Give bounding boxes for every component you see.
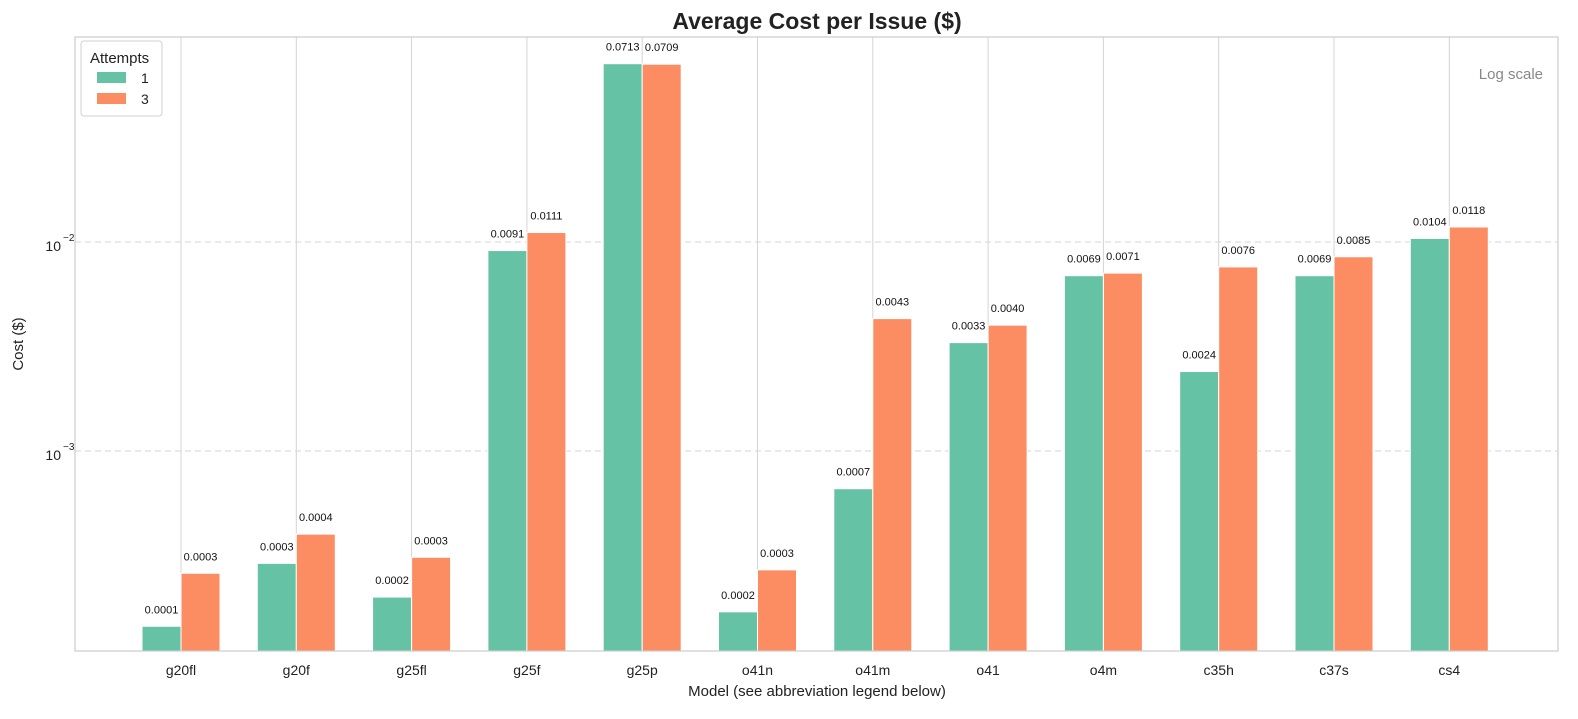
bar-attempts-3-g20fl: [180, 572, 221, 652]
y-axis-label: Cost ($): [10, 317, 27, 370]
bar-value-label: 0.0002: [721, 590, 755, 602]
x-tick-label: c35h: [1204, 662, 1234, 678]
bar-value-label: 0.0104: [1413, 216, 1447, 228]
legend-swatch: [97, 72, 126, 83]
legend-title: Attempts: [90, 50, 149, 67]
plot-frame: [74, 36, 1559, 652]
bar-attempts-3-o4m: [1102, 272, 1143, 652]
bar-value-label: 0.0709: [645, 42, 679, 54]
bar-value-label: 0.0033: [952, 321, 986, 333]
x-axis-ticks: g20fl g20f g25fl g25f g25p o41n o41m o41 o4m c35h…: [166, 662, 1461, 678]
bar-attempts-3-c35h: [1218, 266, 1259, 652]
bar-value-label: 0.0091: [491, 229, 525, 241]
bar-value-label: 0.0071: [1106, 251, 1140, 263]
bar-value-label: 0.0076: [1221, 245, 1255, 257]
bars: [141, 63, 1489, 652]
legend-label: 1: [141, 70, 149, 86]
bar-value-label: 0.0003: [760, 548, 794, 560]
bar-value-label: 0.0040: [991, 303, 1025, 315]
x-tick-label: g25fl: [396, 662, 426, 678]
bar-value-label: 0.0004: [299, 512, 333, 524]
legend: Attempts 13: [80, 40, 163, 117]
bar-attempts-3-o41n: [757, 569, 797, 652]
bar-value-label: 0.0024: [1182, 350, 1216, 362]
bar-attempts-1-c35h: [1179, 371, 1220, 652]
bar-value-label: 0.0002: [375, 575, 409, 587]
bar-value-label: 0.0001: [145, 604, 179, 616]
x-tick-label: g25p: [627, 662, 658, 678]
y-tick-label: 10: [45, 447, 61, 463]
legend-label: 3: [141, 91, 149, 107]
x-tick-label: o41: [976, 662, 1000, 678]
bar-attempts-1-g20fl: [141, 625, 182, 652]
log-scale-note: Log scale: [1479, 66, 1543, 83]
bar-attempts-3-c37s: [1333, 256, 1374, 652]
y-axis-ticks: 10−210−3: [45, 233, 74, 463]
bar-attempts-1-c37s: [1294, 275, 1335, 652]
x-tick-label: o4m: [1090, 662, 1117, 678]
bar-attempts-3-o41m: [872, 318, 913, 652]
y-tick-label: 10: [45, 238, 61, 254]
x-tick-label: o41m: [855, 662, 890, 678]
legend-items: 13: [97, 70, 149, 107]
y-tick-exponent: −3: [63, 442, 75, 453]
x-tick-label: g20f: [283, 662, 310, 678]
bar-attempts-1-o41: [948, 342, 989, 652]
bar-attempts-1-g25fl: [372, 596, 413, 652]
bar-value-label: 0.0003: [184, 551, 218, 563]
x-tick-label: g25f: [513, 662, 540, 678]
bar-value-label: 0.0118: [1452, 205, 1485, 217]
bar-attempts-1-cs4: [1409, 237, 1450, 652]
chart-title: Average Cost per Issue ($): [672, 8, 961, 34]
bar-attempts-3-cs4: [1448, 226, 1489, 652]
bar-value-label: 0.0713: [606, 42, 640, 54]
bar-value-label: 0.0003: [260, 541, 294, 553]
bar-attempts-3-g25p: [641, 63, 682, 652]
bar-value-label: 0.0069: [1067, 254, 1101, 266]
bar-attempts-1-g25f: [487, 250, 528, 652]
bar-value-label: 0.0069: [1298, 254, 1332, 266]
x-axis-label: Model (see abbreviation legend below): [688, 683, 946, 700]
data-labels: 0.0001 0.0003 0.0002 0.0091 0.0713 0.0002 0.00…: [145, 42, 1486, 617]
x-tick-label: g20fl: [166, 662, 196, 678]
x-tick-label: o41n: [742, 662, 773, 678]
x-tick-label: c37s: [1319, 662, 1349, 678]
bar-attempts-3-g25f: [526, 232, 567, 652]
bar-value-label: 0.0085: [1337, 235, 1371, 247]
y-tick-exponent: −2: [63, 233, 75, 244]
bar-value-label: 0.0043: [875, 297, 909, 309]
bar-attempts-1-g25p: [602, 63, 643, 652]
bar-attempts-1-o41m: [833, 488, 874, 652]
bar-attempts-1-o41n: [718, 611, 758, 652]
bar-attempts-3-g25fl: [411, 556, 452, 652]
bar-value-label: 0.0111: [530, 211, 562, 223]
bar-value-label: 0.0007: [836, 467, 870, 479]
bar-attempts-1-g20f: [256, 562, 297, 652]
bar-attempts-3-g20f: [295, 533, 336, 652]
bar-value-label: 0.0003: [414, 535, 448, 547]
bar-attempts-3-o41: [987, 324, 1028, 652]
bar-attempts-1-o4m: [1063, 275, 1104, 652]
legend-swatch: [97, 93, 126, 104]
x-tick-label: cs4: [1438, 662, 1460, 678]
